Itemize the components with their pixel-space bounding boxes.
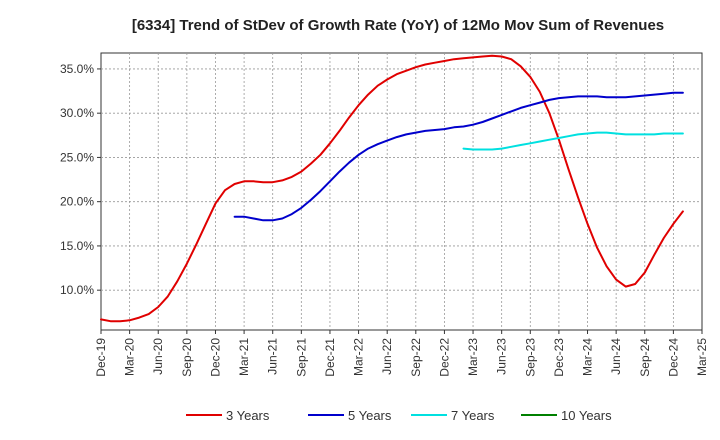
legend-label-10-years: 10 Years [561,408,612,423]
x-tick-label: Mar-25 [695,338,709,376]
series-line-3-years [100,54,684,323]
x-tick-label: Jun-23 [495,338,509,375]
x-tick-label: Jun-24 [609,338,623,375]
series-lines [100,54,684,323]
x-tick-label: Mar-21 [237,338,251,376]
x-tick-label: Sep-23 [523,338,537,377]
x-tick-label: Sep-21 [294,338,308,377]
x-tick-label: Dec-19 [94,338,108,377]
legend-label-5-years: 5 Years [348,408,392,423]
x-tick-label: Dec-21 [323,338,337,377]
x-tick-label: Jun-21 [266,338,280,375]
x-tick-label: Sep-20 [180,338,194,377]
chart-title: [6334] Trend of StDev of Growth Rate (Yo… [132,17,664,34]
series-line-7-years [462,131,684,151]
y-tick-label: 10.0% [60,283,94,297]
x-tick-label: Sep-24 [638,338,652,377]
y-tick-label: 30.0% [60,106,94,120]
x-axis: Dec-19 Mar-20 Jun-20 Sep-20 Dec-20 Mar-21 Jun-… [94,330,709,377]
plot-area [100,52,703,331]
x-tick-label: Mar-23 [466,338,480,376]
y-tick-label: 25.0% [60,150,94,164]
grid [101,53,702,330]
x-tick-label: Jun-22 [380,338,394,375]
x-tick-label: Dec-23 [552,338,566,377]
x-tick-label: Mar-24 [581,338,595,376]
y-tick-label: 15.0% [60,239,94,253]
series-line-5-years [233,91,684,222]
y-axis: 10.0% 15.0% 20.0% 25.0% 30.0% 35.0% [60,62,101,297]
legend: 3 Years 5 Years 7 Years 10 Years [186,408,612,423]
legend-label-7-years: 7 Years [451,408,495,423]
x-tick-label: Mar-22 [352,338,366,376]
x-tick-label: Dec-20 [208,338,222,377]
x-tick-label: Sep-22 [409,338,423,377]
x-tick-label: Mar-20 [123,338,137,376]
x-tick-label: Dec-22 [437,338,451,377]
y-tick-label: 20.0% [60,195,94,209]
x-tick-label: Dec-24 [666,338,680,377]
legend-label-3-years: 3 Years [226,408,270,423]
y-tick-label: 35.0% [60,62,94,76]
x-tick-label: Jun-20 [151,338,165,375]
